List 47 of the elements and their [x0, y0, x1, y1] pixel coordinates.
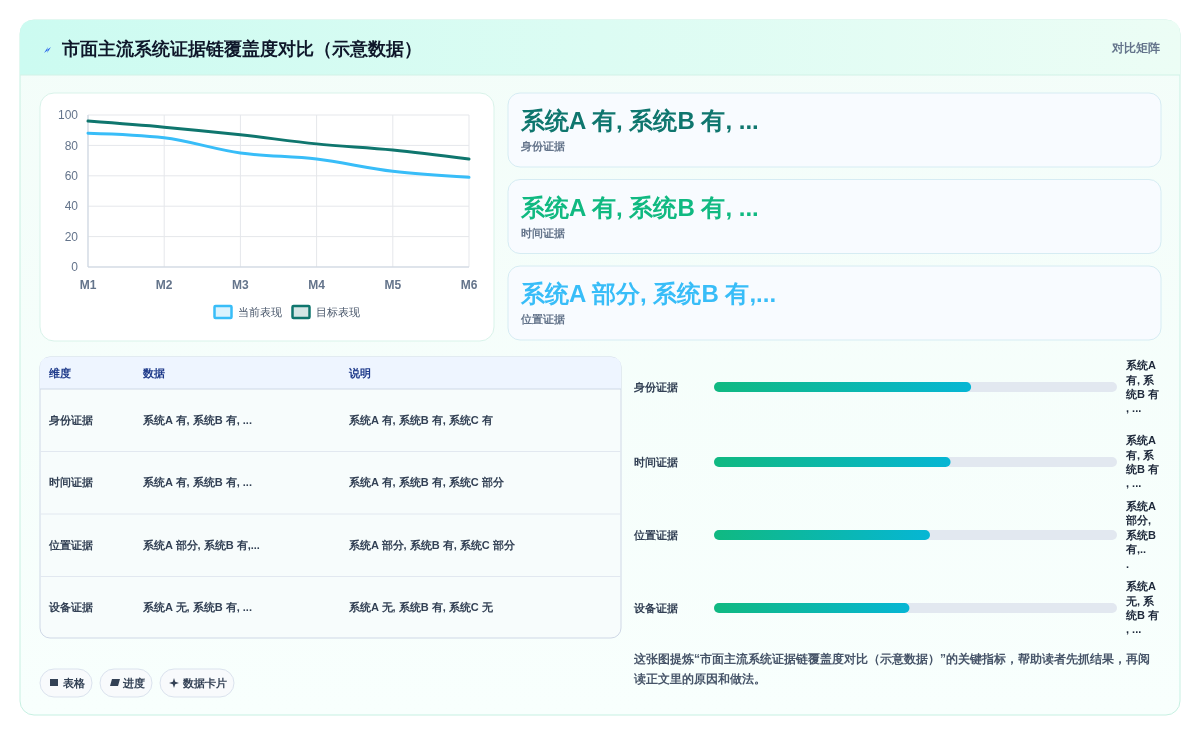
category-label: 维度 [48, 366, 71, 379]
category-label: 时间证据 [521, 226, 565, 239]
text: 表格 [62, 676, 86, 689]
y-tick-label: 位置证据 [633, 528, 678, 541]
text: 系统A 部分, 系统B 有,... [143, 538, 260, 551]
y-tick-label: 0 [71, 260, 79, 275]
text: 对比矩阵 [1111, 41, 1160, 56]
x-tick-label: M3 [232, 278, 250, 292]
y-tick-label: 时间证据 [634, 455, 678, 468]
y-tick-label: 40 [64, 199, 79, 214]
legend-label: 目标表现 [315, 305, 360, 318]
y-tick-label: 80 [64, 138, 79, 153]
text: 市面主流系统证据链覆盖度对比（示意数据） [61, 39, 422, 60]
y-tick-label: 100 [57, 108, 79, 123]
line-series [86, 131, 471, 179]
line-series [86, 119, 471, 161]
category-label: 位置证据 [520, 313, 565, 325]
x-tick-label: M2 [155, 278, 173, 292]
text: 系统A 有, 系统B 有, ... [521, 193, 759, 221]
text: 系统A 有, 系统B 有, 系统C 有 [349, 413, 493, 426]
text: 系统A 无, 系统B 有, ... [143, 601, 252, 614]
text: 这张图提炼“市面主流系统证据链覆盖度对比（示意数据）”的关键指标，帮助读者先抓结果，再阅读正文里的原因和做法。 [633, 652, 1150, 686]
x-tick-label: M6 [460, 278, 478, 292]
text: 系统A 有, 系统B 有, ... [143, 413, 252, 426]
text: 系统A 有, 系统B 有, ... [521, 107, 759, 134]
text: 数据卡片 [182, 676, 227, 689]
y-tick-label: 60 [64, 169, 79, 183]
category-label: 身份证据 [520, 140, 565, 152]
text: 系统A 有, 系统B 有, 系统C 部分 [349, 476, 504, 489]
category-label: 说明 [348, 366, 371, 379]
legend-label: 当前表现 [237, 305, 282, 318]
text: 进度 [122, 676, 145, 689]
category-label: 数据 [142, 366, 165, 379]
text: 系统A 部分, 系统B 有,... [521, 280, 777, 307]
x-tick-label: M4 [308, 278, 326, 292]
text: 系统A 有, 系统B 有, ... [1125, 434, 1159, 490]
text: 系统A 无, 系统B 有, ... [1125, 580, 1159, 636]
y-tick-label: 20 [64, 229, 79, 244]
text: 系统A 部分, 系统B 有,... [1125, 500, 1159, 570]
text: 系统A 有, 系统B 有, ... [1125, 359, 1159, 415]
y-tick-label: 设备证据 [633, 601, 678, 614]
text: 系统A 有, 系统B 有, ... [143, 476, 252, 489]
text: 系统A 部分, 系统B 有, 系统C 部分 [349, 538, 515, 551]
y-tick-label: 身份证据 [633, 380, 678, 393]
x-tick-label: M5 [384, 278, 402, 292]
x-tick-label: M1 [79, 278, 97, 292]
text: 系统A 无, 系统B 有, 系统C 无 [349, 601, 493, 614]
